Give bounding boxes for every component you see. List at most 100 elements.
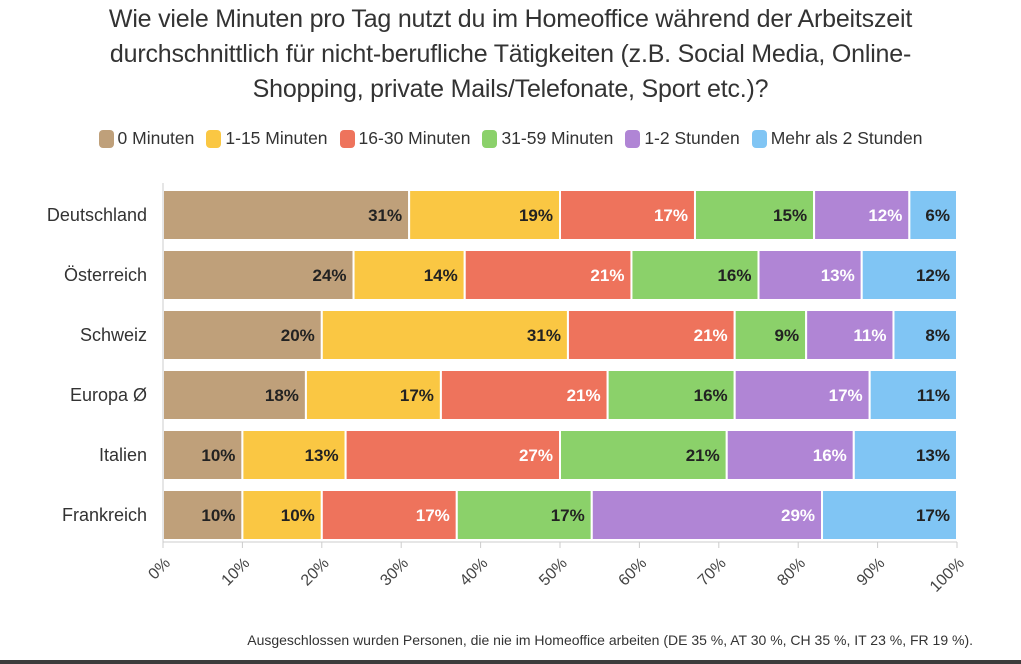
- x-tick-label-5: 50%: [536, 555, 571, 590]
- x-tick-label-0: 0%: [145, 555, 173, 583]
- bar-0-2: [559, 189, 696, 241]
- bar-0-1: [408, 189, 562, 241]
- data-label-2-1: 31%: [527, 326, 561, 345]
- x-tick-label-7: 70%: [695, 555, 730, 590]
- bar-2-3: [733, 309, 808, 361]
- bar-4-2: [344, 429, 561, 481]
- data-label-0-2: 17%: [654, 206, 688, 225]
- legend-label-2: 16-30 Minuten: [358, 128, 471, 148]
- bar-2-4: [805, 309, 895, 361]
- data-label-4-5: 13%: [916, 446, 950, 465]
- legend-swatch-4: [625, 129, 641, 148]
- bar-3-0: [162, 369, 307, 421]
- x-tick-label-4: 40%: [457, 555, 492, 590]
- category-label-2: Schweiz: [80, 325, 147, 345]
- legend-item-0: 0 Minuten: [98, 128, 195, 149]
- legend-swatch-0: [98, 129, 114, 148]
- data-label-5-4: 29%: [781, 506, 815, 525]
- footnote: Ausgeschlossen wurden Personen, die nie …: [247, 632, 973, 648]
- legend: 0 Minuten 1-15 Minuten 16-30 Minuten 31-59 …: [0, 128, 1021, 149]
- data-label-3-2: 21%: [567, 386, 601, 405]
- data-label-3-5: 11%: [917, 386, 950, 405]
- legend-swatch-2: [339, 129, 355, 148]
- category-label-3: Europa Ø: [70, 385, 147, 405]
- x-tick-label-9: 90%: [854, 555, 889, 590]
- data-label-2-0: 20%: [281, 326, 315, 345]
- chart-title-line-2: durchschnittlich für nicht-berufliche Tä…: [109, 40, 912, 68]
- bar-0-3: [693, 189, 816, 241]
- data-label-4-3: 21%: [686, 446, 720, 465]
- bar-2-2: [566, 309, 736, 361]
- data-label-1-3: 16%: [717, 266, 751, 285]
- legend-label-0: 0 Minuten: [117, 128, 195, 148]
- category-label-5: Frankreich: [62, 505, 147, 525]
- data-label-2-5: 8%: [925, 326, 950, 345]
- x-tick-label-10: 100%: [927, 555, 968, 596]
- bar-3-1: [304, 369, 442, 421]
- bar-0-5: [908, 189, 958, 241]
- category-label-1: Österreich: [64, 265, 147, 285]
- bar-5-5: [821, 489, 959, 541]
- legend-label-1: 1-15 Minuten: [225, 128, 328, 148]
- data-label-3-4: 17%: [829, 386, 863, 405]
- bar-2-5: [892, 309, 958, 361]
- bar-5-2: [320, 489, 458, 541]
- legend-label-3: 31-59 Minuten: [501, 128, 614, 148]
- data-label-5-1: 10%: [281, 506, 315, 525]
- data-label-3-3: 16%: [694, 386, 728, 405]
- bar-1-2: [463, 249, 633, 301]
- data-label-4-0: 10%: [201, 446, 235, 465]
- legend-item-2: 16-30 Minuten: [339, 128, 471, 149]
- bar-3-5: [868, 369, 958, 421]
- data-label-2-2: 21%: [694, 326, 728, 345]
- bar-0-4: [813, 189, 911, 241]
- data-label-2-4: 11%: [853, 326, 886, 345]
- bar-1-5: [860, 249, 958, 301]
- data-label-2-3: 9%: [775, 326, 800, 345]
- data-label-5-3: 17%: [551, 506, 585, 525]
- data-label-1-0: 24%: [313, 266, 347, 285]
- legend-item-4: 1-2 Stunden: [625, 128, 740, 149]
- bar-1-3: [630, 249, 760, 301]
- legend-swatch-5: [751, 129, 767, 148]
- bar-1-4: [757, 249, 863, 301]
- data-label-4-4: 16%: [813, 446, 847, 465]
- x-tick-label-3: 30%: [377, 555, 412, 590]
- bar-3-4: [733, 369, 871, 421]
- x-tick-label-1: 10%: [219, 555, 254, 590]
- chart-title: Wie viele Minuten pro Tag nutzt du im Ho…: [0, 2, 1021, 107]
- legend-label-5: Mehr als 2 Stunden: [770, 128, 923, 148]
- data-label-1-5: 12%: [916, 266, 950, 285]
- bar-4-5: [852, 429, 959, 481]
- bar-5-0: [162, 489, 244, 541]
- legend-label-4: 1-2 Stunden: [644, 128, 740, 148]
- data-label-5-2: 17%: [416, 506, 450, 525]
- bar-4-4: [725, 429, 855, 481]
- data-label-1-1: 14%: [424, 266, 458, 285]
- data-label-5-0: 10%: [201, 506, 235, 525]
- data-label-0-3: 15%: [773, 206, 807, 225]
- data-label-0-5: 6%: [925, 206, 950, 225]
- category-label-0: Deutschland: [47, 205, 147, 225]
- data-label-0-4: 12%: [868, 206, 902, 225]
- data-label-1-2: 21%: [590, 266, 624, 285]
- legend-item-3: 31-59 Minuten: [482, 128, 613, 149]
- data-label-3-0: 18%: [265, 386, 299, 405]
- data-label-5-5: 17%: [916, 506, 950, 525]
- data-label-4-2: 27%: [519, 446, 553, 465]
- data-label-0-1: 19%: [519, 206, 553, 225]
- bottom-border: [0, 660, 1021, 664]
- legend-swatch-3: [482, 129, 498, 148]
- legend-item-5: Mehr als 2 Stunden: [751, 128, 923, 149]
- chart-title-line-3: Shopping, private Mails/Telefonate, Spor…: [252, 75, 769, 103]
- x-tick-label-2: 20%: [298, 555, 333, 590]
- data-label-3-1: 17%: [400, 386, 434, 405]
- x-tick-label-8: 80%: [774, 555, 809, 590]
- chart-title-line-1: Wie viele Minuten pro Tag nutzt du im Ho…: [108, 5, 913, 33]
- data-label-1-4: 13%: [821, 266, 855, 285]
- x-tick-label-6: 60%: [616, 555, 651, 590]
- bar-5-4: [590, 489, 824, 541]
- bar-1-1: [352, 249, 466, 301]
- bar-4-0: [162, 429, 244, 481]
